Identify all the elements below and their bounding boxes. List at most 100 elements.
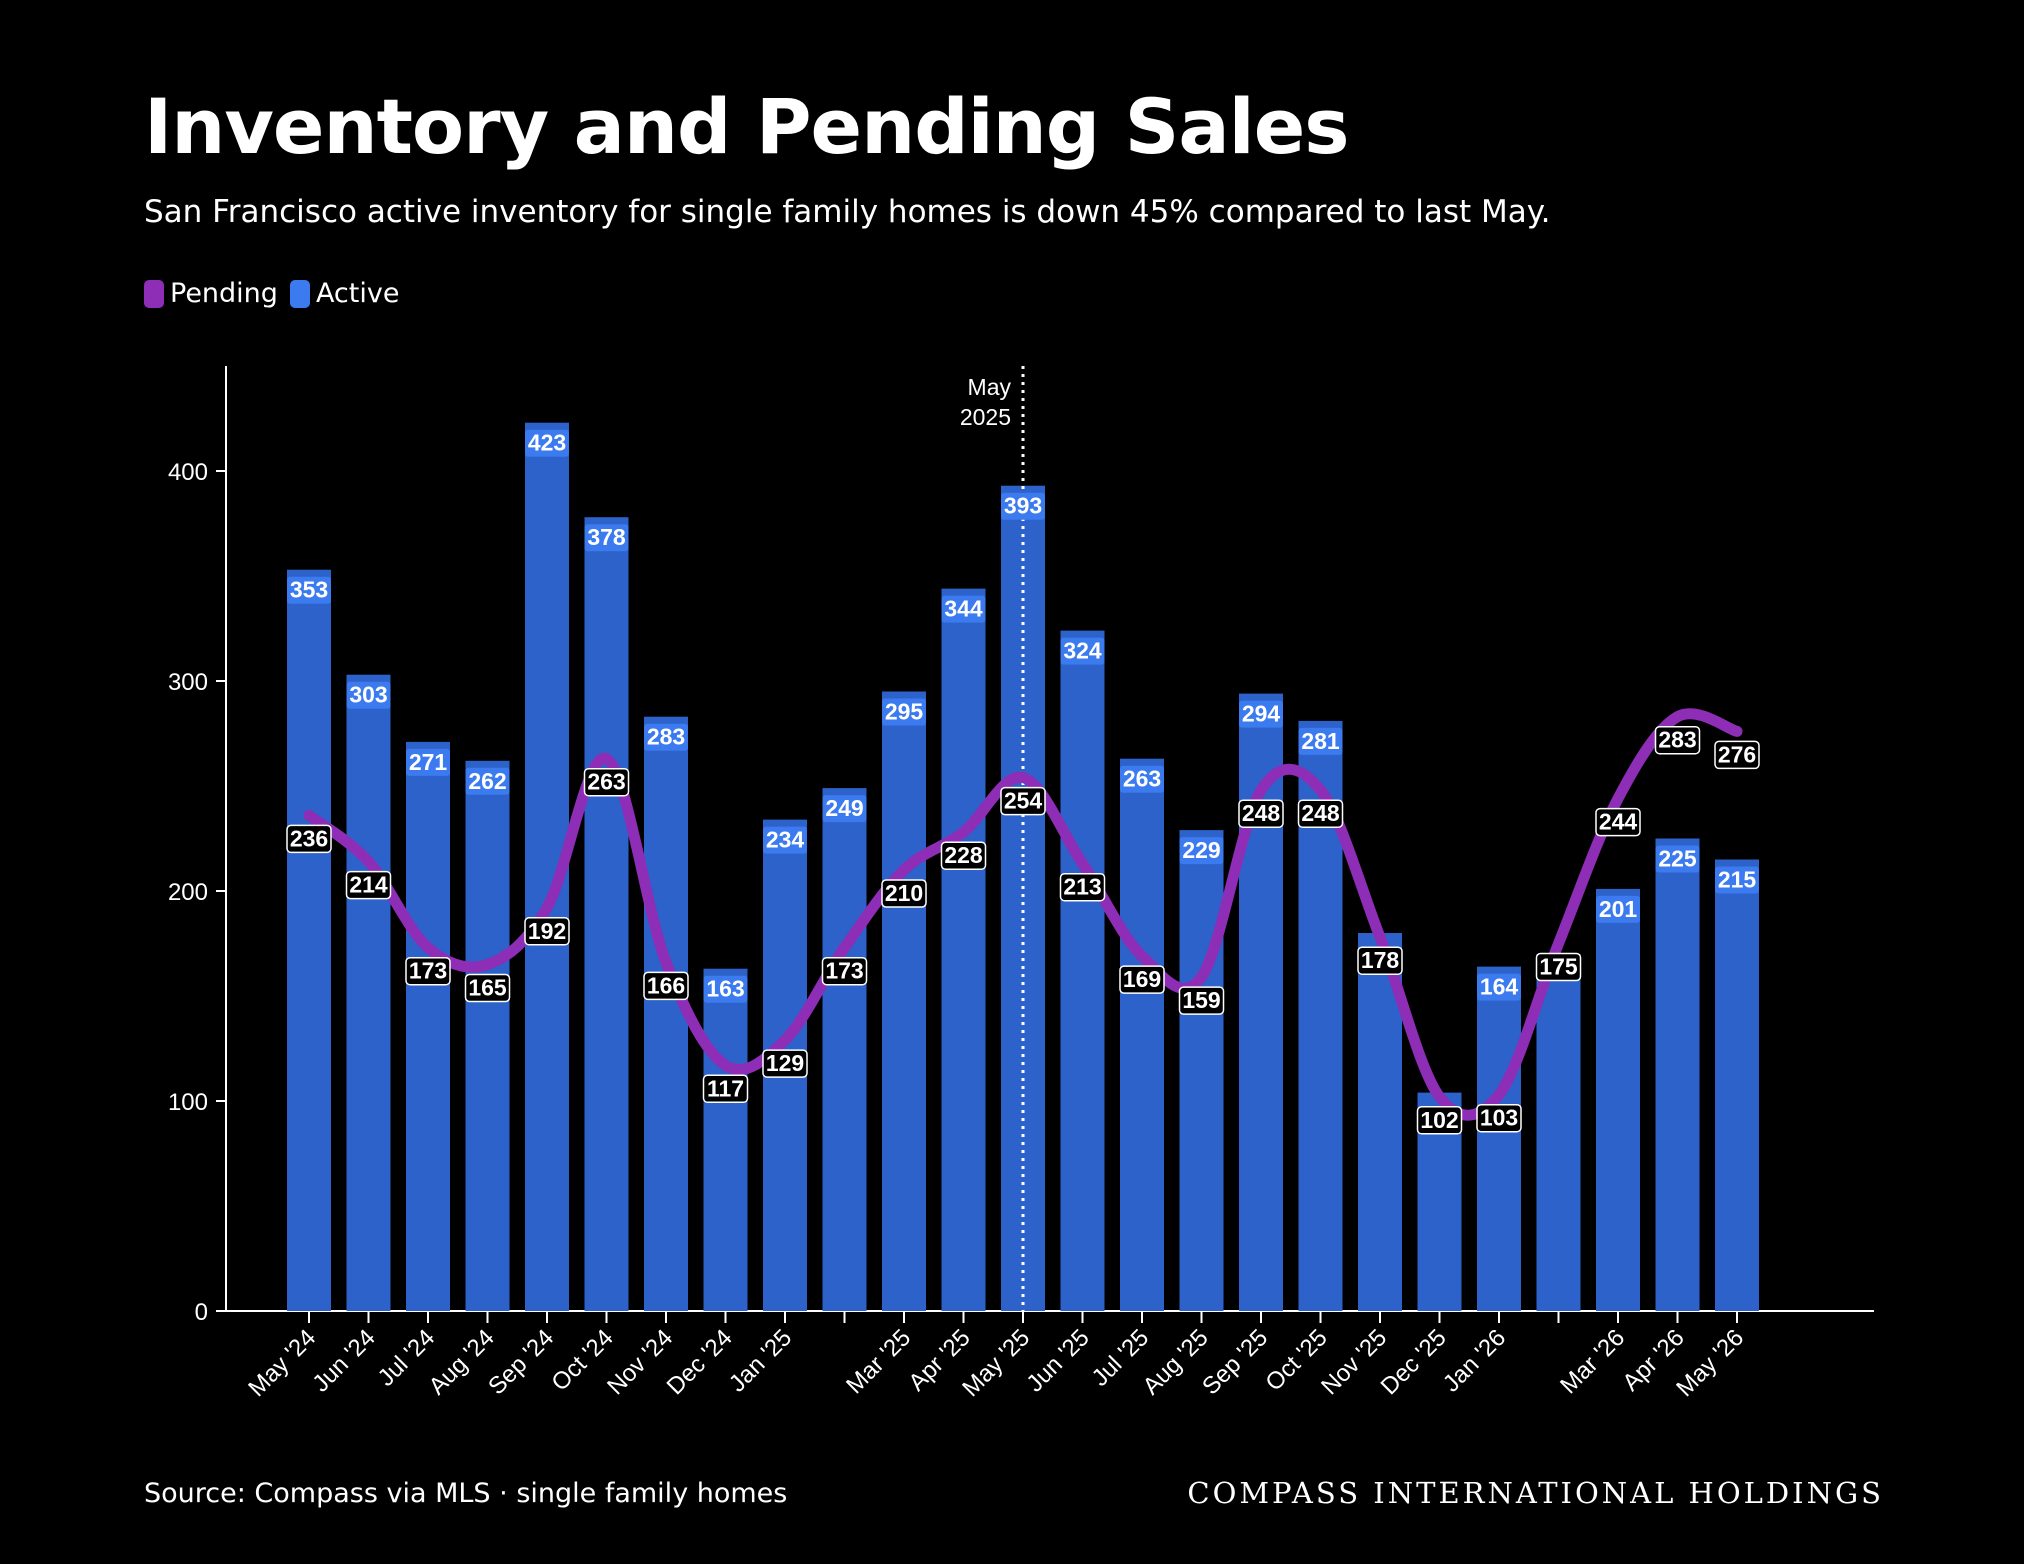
line-label-bg [1357, 946, 1403, 975]
y-tick-label: 0 [195, 1299, 208, 1326]
bar-value-label: 423 [528, 430, 566, 456]
bar-active [1001, 485, 1045, 1311]
line-value-label: 254 [1004, 788, 1043, 814]
line-value-label: 159 [1182, 987, 1220, 1013]
bar-active [287, 569, 331, 1311]
x-tick-label: Jan '26 [1438, 1324, 1511, 1397]
line-label-bg [1178, 986, 1225, 1015]
legend-item-active: Active [289, 278, 400, 309]
x-tick-label: Nov '25 [1316, 1324, 1392, 1400]
line-label-bg [762, 1049, 808, 1078]
line-value-label: 166 [647, 972, 685, 998]
bar-active [584, 517, 629, 1311]
bar-label-bg [1477, 973, 1521, 1001]
bar-value-label: 229 [1182, 837, 1220, 863]
line-value-label: 129 [766, 1050, 804, 1076]
bar-value-label: 283 [647, 724, 685, 750]
line-label-bg [1476, 1103, 1522, 1133]
bar-active [644, 716, 688, 1311]
bar-label-bg [882, 698, 926, 726]
line-value-label: 244 [1599, 809, 1638, 835]
line-value-label: 192 [528, 918, 566, 944]
bar-value-label: 262 [468, 768, 506, 794]
x-tick-label: Mar '25 [841, 1324, 916, 1399]
legend-item-pending: Pending [144, 278, 278, 309]
line-label-bg [1238, 799, 1284, 828]
line-value-label: 165 [468, 975, 507, 1001]
line-value-label: 169 [1123, 966, 1161, 992]
line-label-bg [1059, 872, 1106, 902]
bar-label-bg [1239, 700, 1283, 728]
bar-active [1655, 838, 1700, 1311]
line-value-label: 117 [707, 1075, 744, 1101]
x-tick-label: Aug '24 [424, 1324, 500, 1400]
bar-label-bg [465, 767, 510, 795]
x-tick-label: Dec '25 [1376, 1324, 1452, 1400]
legend-swatch-pending [144, 279, 164, 308]
bar-label-bg [1179, 837, 1224, 865]
bar-value-label: 295 [885, 699, 924, 725]
bar-label-bg [822, 795, 867, 823]
legend: Pending Active [144, 278, 399, 309]
bar-value-label: 164 [1480, 974, 1519, 1000]
x-tick-label: Jun '24 [307, 1324, 380, 1397]
line-value-label: 102 [1420, 1107, 1458, 1133]
bar-value-label: 263 [1123, 766, 1161, 792]
x-tick-label: Jun '25 [1021, 1324, 1094, 1397]
x-tick-label: Aug '25 [1138, 1324, 1214, 1400]
line-label-bg [583, 767, 630, 797]
bar-label-bg [525, 429, 569, 457]
x-tick-label: Sep '24 [483, 1324, 559, 1400]
source-note: Source: Compass via MLS · single family … [144, 1478, 788, 1509]
bar-value-label: 353 [290, 577, 328, 603]
bar-active [346, 674, 391, 1311]
line-label-bg [702, 1074, 749, 1104]
line-label-bg [524, 917, 570, 946]
bar-label-bg [1715, 866, 1759, 894]
legend-label-pending: Pending [170, 278, 278, 309]
bar-active [822, 788, 867, 1311]
line-value-label: 276 [1718, 741, 1756, 767]
bar-active [1715, 859, 1759, 1311]
line-label-bg [1535, 952, 1582, 982]
line-value-label: 103 [1480, 1105, 1518, 1131]
line-label-bg [940, 841, 987, 870]
legend-label-active: Active [315, 278, 400, 309]
bar-label-bg [1298, 727, 1343, 755]
annotation-label: 2025 [960, 404, 1011, 430]
bar-label-bg [346, 681, 391, 709]
line-label-bg [1416, 1106, 1463, 1135]
bar-active [406, 741, 450, 1311]
x-tick-label: Sep '25 [1197, 1324, 1273, 1400]
line-label-bg [1000, 786, 1046, 816]
line-label-bg [1654, 725, 1701, 755]
line-label-bg [464, 973, 511, 1003]
brand-logo-text: COMPASS INTERNATIONAL HOLDINGS [1187, 1476, 1884, 1510]
bar-value-label: 201 [1599, 896, 1638, 922]
bar-value-label: 344 [944, 596, 983, 622]
line-label-bg [1119, 965, 1165, 994]
bar-label-bg [584, 524, 629, 552]
line-label-bg [286, 824, 332, 854]
bar-value-label: 234 [766, 827, 805, 853]
bar-value-label: 393 [1004, 493, 1042, 519]
line-value-label: 210 [885, 880, 923, 906]
bar-active [1536, 954, 1581, 1311]
line-label-bg [1595, 807, 1641, 837]
line-value-label: 236 [290, 825, 328, 851]
bar-active [1179, 830, 1224, 1311]
bar-value-label: 281 [1301, 728, 1340, 754]
bar-label-bg [1596, 895, 1640, 923]
bar-label-bg [763, 826, 807, 854]
line-label-bg [1297, 799, 1344, 828]
line-value-label: 283 [1658, 727, 1696, 753]
bar-active [465, 760, 510, 1311]
bar-label-bg [406, 748, 450, 776]
x-tick-label: Dec '24 [662, 1324, 738, 1400]
line-label-bg [1714, 740, 1760, 770]
line-value-label: 248 [1242, 800, 1281, 826]
bar-label-bg [941, 595, 986, 623]
line-value-label: 263 [587, 769, 625, 795]
bar-active [1060, 630, 1105, 1311]
